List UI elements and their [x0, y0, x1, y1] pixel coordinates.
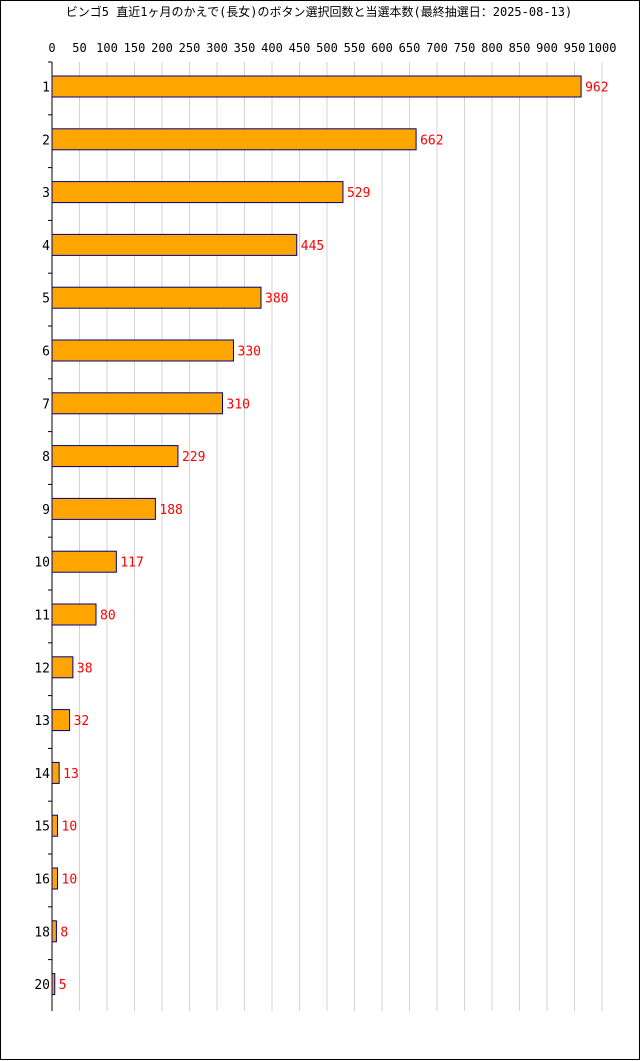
x-tick-label: 0 — [48, 41, 55, 55]
data-label: 229 — [182, 450, 205, 465]
bar — [51, 709, 71, 732]
category-label: 9 — [42, 503, 50, 518]
x-tick-label: 50 — [72, 41, 86, 55]
grid-lines — [79, 62, 603, 1011]
category-label: 10 — [34, 556, 50, 571]
data-label: 380 — [265, 292, 288, 307]
bar — [51, 286, 262, 309]
category-label: 11 — [34, 609, 50, 624]
category-label: 8 — [42, 450, 50, 465]
data-label: 10 — [62, 873, 78, 888]
x-tick-label: 950 — [564, 41, 586, 55]
data-label: 117 — [120, 556, 143, 571]
category-label: 4 — [42, 239, 50, 254]
data-label: 529 — [347, 186, 370, 201]
category-label: 1 — [42, 81, 50, 96]
category-label: 3 — [42, 186, 50, 201]
category-label: 16 — [34, 873, 50, 888]
x-tick-label: 700 — [426, 41, 448, 55]
data-label: 330 — [238, 345, 261, 360]
category-label: 7 — [42, 397, 50, 412]
category-label: 5 — [42, 292, 50, 307]
data-label: 80 — [100, 609, 116, 624]
x-tick-label: 250 — [179, 41, 201, 55]
bar — [51, 75, 582, 98]
bar — [51, 920, 57, 943]
bar — [51, 761, 60, 784]
bar — [51, 497, 156, 520]
bar — [51, 550, 117, 573]
x-tick-label: 850 — [509, 41, 531, 55]
category-label: 15 — [34, 820, 50, 835]
data-label: 10 — [62, 820, 78, 835]
data-label: 188 — [159, 503, 182, 518]
x-tick-label: 1000 — [588, 41, 617, 55]
data-label: 310 — [227, 397, 250, 412]
x-tick-label: 750 — [454, 41, 476, 55]
category-label: 6 — [42, 345, 50, 360]
data-label: 8 — [60, 925, 68, 940]
bar — [51, 814, 58, 837]
bar — [51, 181, 344, 204]
data-label: 662 — [420, 133, 443, 148]
bar — [51, 233, 298, 256]
x-tick-label: 200 — [151, 41, 173, 55]
data-label: 962 — [585, 81, 608, 96]
x-tick-label: 600 — [371, 41, 393, 55]
x-tick-label: 500 — [316, 41, 338, 55]
x-tick-label: 650 — [399, 41, 421, 55]
bar — [51, 603, 97, 626]
x-tick-label: 550 — [344, 41, 366, 55]
data-label: 13 — [63, 767, 79, 782]
bar — [51, 656, 74, 679]
data-label: 445 — [301, 239, 324, 254]
bar — [51, 867, 58, 890]
chart-title: ビンゴ5 直近1ヶ月のかえで(長女)のボタン選択回数と当選本数(最終抽選日：20… — [66, 4, 572, 19]
x-tick-label: 400 — [261, 41, 283, 55]
x-tick-label: 350 — [234, 41, 256, 55]
x-tick-label: 150 — [124, 41, 146, 55]
category-label: 13 — [34, 714, 50, 729]
x-tick-label: 900 — [536, 41, 558, 55]
x-tick-label: 800 — [481, 41, 503, 55]
x-tick-label: 450 — [289, 41, 311, 55]
category-label: 14 — [34, 767, 50, 782]
data-label: 38 — [77, 661, 93, 676]
bars — [51, 75, 582, 996]
category-label: 12 — [34, 661, 50, 676]
bar — [51, 392, 223, 415]
data-label: 5 — [59, 978, 67, 993]
bar — [51, 128, 417, 151]
category-label: 2 — [42, 133, 50, 148]
bar — [51, 339, 234, 362]
category-label: 18 — [34, 925, 50, 940]
x-tick-label: 300 — [206, 41, 228, 55]
x-axis-ticks: 0 50 100 150 200 250 300 350 400 450 500 550 600 650 7… — [48, 41, 616, 55]
bar — [51, 973, 56, 996]
data-label: 32 — [74, 714, 90, 729]
bar — [51, 445, 179, 468]
x-tick-label: 100 — [96, 41, 118, 55]
y-axis — [48, 61, 53, 1011]
category-label: 20 — [34, 978, 50, 993]
